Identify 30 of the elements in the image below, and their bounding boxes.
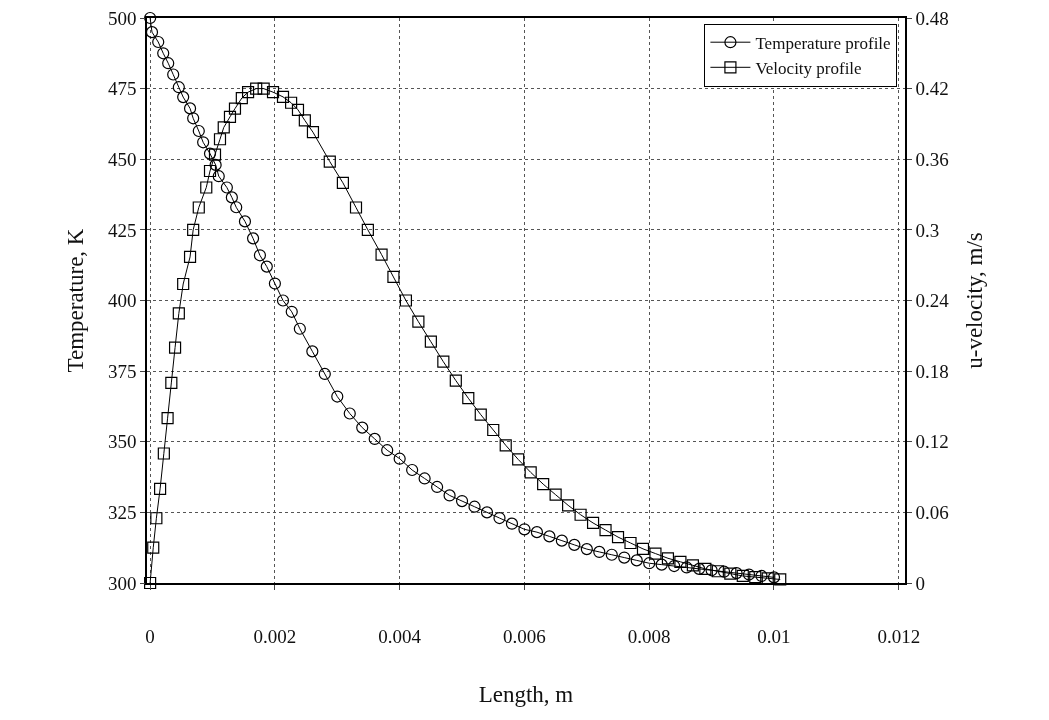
y-axis-title: Temperature, K <box>62 228 88 373</box>
y2-tick-label: 0.12 <box>915 431 949 453</box>
y-tick-label: 300 <box>107 572 137 594</box>
y-tick-label: 425 <box>107 219 137 241</box>
legend-label: Temperature profile <box>755 33 891 53</box>
y-tick-label: 350 <box>107 431 137 453</box>
y2-tick-label: 0.3 <box>915 219 940 241</box>
y-tick-label: 450 <box>107 148 137 170</box>
legend-label: Velocity profile <box>755 58 862 78</box>
x-tick-label: 0.01 <box>757 625 791 647</box>
y2-tick-label: 0.36 <box>915 148 949 170</box>
y-tick-label: 500 <box>107 7 137 29</box>
x-tick-label: 0.008 <box>627 625 671 647</box>
x-tick-label: 0.012 <box>877 625 921 647</box>
x-tick-label: 0.006 <box>503 625 546 647</box>
y2-tick-label: 0.18 <box>915 360 949 382</box>
x-tick-label: 0.002 <box>253 625 297 647</box>
x-axis-title: Length, m <box>478 681 574 707</box>
y-tick-label: 375 <box>107 360 137 382</box>
y-tick-label: 475 <box>107 78 137 100</box>
y2-tick-label: 0 <box>915 572 926 594</box>
y-tick-label: 400 <box>107 290 137 312</box>
y-tick-label: 325 <box>107 502 137 524</box>
y2-tick-label: 0.06 <box>915 502 949 524</box>
y2-tick-label: 0.42 <box>915 78 949 100</box>
y2-tick-label: 0.48 <box>915 7 949 29</box>
y2-tick-label: 0.24 <box>915 290 950 312</box>
y2-axis-title: u-velocity, m/s <box>962 232 988 369</box>
x-tick-label: 0.004 <box>378 625 422 647</box>
x-tick-label: 0 <box>145 625 155 647</box>
